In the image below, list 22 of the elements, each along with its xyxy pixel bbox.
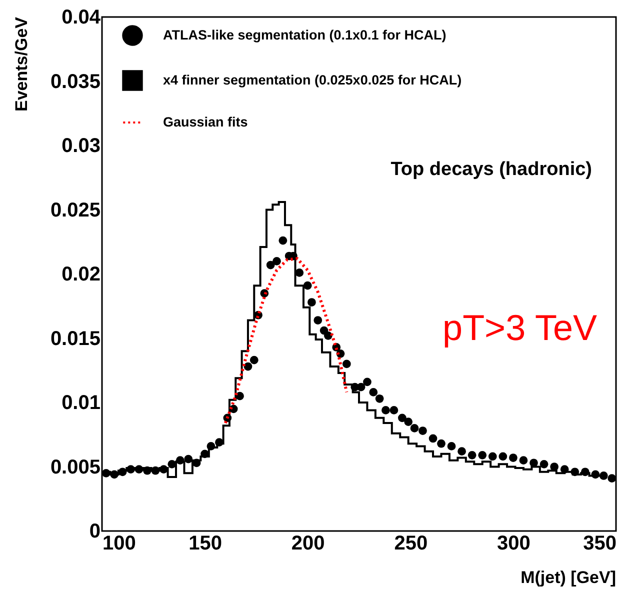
y-tick-label: 0.025 — [50, 199, 100, 222]
x-axis-title: M(jet) [GeV] — [520, 568, 616, 587]
y-tick-label: 0.03 — [62, 135, 100, 157]
y-tick-label: 0.01 — [62, 392, 100, 414]
legend-label: ATLAS-like segmentation (0.1x0.1 for HCAL) — [163, 28, 446, 42]
x-tick-label: 150 — [188, 532, 222, 554]
y-tick-label: 0.035 — [50, 70, 100, 93]
x-tick-label: 350 — [583, 532, 616, 554]
annotation: pT>3 TeV — [442, 307, 597, 348]
x-tick-label: 250 — [394, 532, 428, 554]
y-tick-label: 0.005 — [50, 456, 100, 478]
legend-label: Gaussian fits — [163, 114, 248, 130]
y-tick-label: 0 — [89, 520, 100, 542]
y-tick-label: 0.015 — [50, 328, 100, 350]
legend-label: x4 finner segmentation (0.025x0.025 for HCAL) — [163, 72, 462, 88]
x-tick-label: 200 — [291, 532, 325, 554]
y-tick-label: 0.04 — [62, 6, 102, 28]
y-tick-label: 0.02 — [62, 264, 100, 286]
x-tick-label: 100 — [102, 532, 136, 554]
x-tick-label: 300 — [497, 532, 530, 554]
annotation: Top decays (hadronic) — [390, 159, 592, 180]
y-axis-title: Events/GeV — [12, 16, 31, 112]
